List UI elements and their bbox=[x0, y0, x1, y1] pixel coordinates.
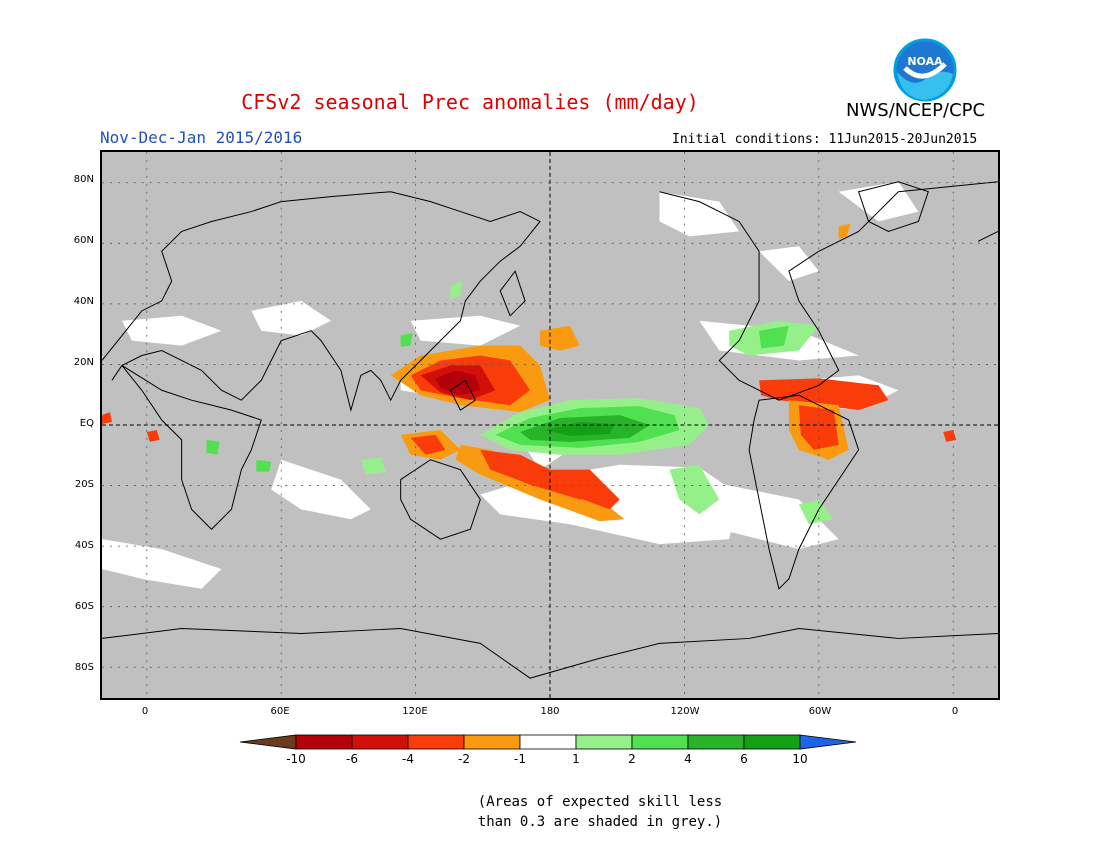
agency-label: NWS/NCEP/CPC bbox=[846, 100, 986, 121]
coastlines bbox=[102, 181, 998, 679]
anomaly-map bbox=[100, 150, 1000, 700]
colorbar-swatch bbox=[295, 734, 353, 750]
wet-anomalies bbox=[206, 281, 834, 525]
lat-tick-label: 60N bbox=[73, 234, 94, 246]
footnote: (Areas of expected skill less than 0.3 a… bbox=[470, 792, 730, 832]
dry-anomalies bbox=[102, 223, 957, 522]
map-title: CFSv2 seasonal Prec anomalies (mm/day) bbox=[241, 90, 699, 114]
lon-tick-label: 120E bbox=[402, 706, 428, 717]
colorbar-tick-label: 6 bbox=[740, 752, 748, 766]
colorbar-swatch bbox=[407, 734, 465, 750]
map-canvas bbox=[102, 152, 998, 698]
colorbar-swatch bbox=[519, 734, 577, 750]
lon-tick-label: 0 bbox=[951, 706, 959, 717]
lat-tick-label: 40S bbox=[74, 540, 94, 552]
lon-tick-label: 120W bbox=[670, 706, 700, 717]
lon-tick-label: 0 bbox=[141, 706, 149, 717]
lat-tick-label: 20N bbox=[73, 356, 94, 368]
lat-tick-label: 80S bbox=[74, 662, 94, 674]
lat-tick-label: 60S bbox=[74, 601, 94, 613]
colorbar-arrow-low bbox=[239, 734, 297, 750]
colorbar-swatch bbox=[743, 734, 801, 750]
colorbar-swatch bbox=[631, 734, 689, 750]
footnote-line-1: (Areas of expected skill less bbox=[477, 794, 723, 810]
colorbar-tick-label: -10 bbox=[286, 752, 306, 766]
colorbar-tick-label: 10 bbox=[792, 752, 808, 766]
lat-tick-label: 80N bbox=[73, 173, 94, 185]
colorbar-swatch bbox=[687, 734, 745, 750]
colorbar-tick-label: 4 bbox=[684, 752, 692, 766]
initial-conditions: Initial conditions: 11Jun2015-20Jun2015 bbox=[672, 132, 978, 147]
footnote-line-2: than 0.3 are shaded in grey.) bbox=[477, 814, 723, 830]
colorbar-swatch bbox=[351, 734, 409, 750]
noaa-logo-graphic: NOAA bbox=[893, 38, 957, 102]
colorbar-tick-label: 1 bbox=[572, 752, 580, 766]
lat-tick-label: 20S bbox=[74, 479, 94, 491]
lon-tick-label: 180 bbox=[540, 706, 560, 717]
colorbar-swatch bbox=[463, 734, 521, 750]
lat-tick-label: 40N bbox=[73, 295, 94, 307]
forecast-period: Nov-Dec-Jan 2015/2016 bbox=[100, 128, 303, 147]
colorbar-tick-label: -6 bbox=[346, 752, 358, 766]
lon-tick-label: 60W bbox=[808, 706, 832, 717]
colorbar-swatch bbox=[575, 734, 633, 750]
colorbar-tick-label: 2 bbox=[628, 752, 636, 766]
colorbar-tick-label: -4 bbox=[402, 752, 414, 766]
noaa-logo-text: NOAA bbox=[907, 55, 943, 68]
lon-tick-label: 60E bbox=[270, 706, 290, 717]
colorbar bbox=[239, 734, 857, 750]
colorbar-tick-label: -2 bbox=[458, 752, 470, 766]
lat-tick-label: EQ bbox=[79, 418, 94, 429]
colorbar-arrow-high bbox=[799, 734, 857, 750]
colorbar-tick-label: -1 bbox=[514, 752, 526, 766]
noaa-logo: NOAA bbox=[893, 38, 957, 102]
